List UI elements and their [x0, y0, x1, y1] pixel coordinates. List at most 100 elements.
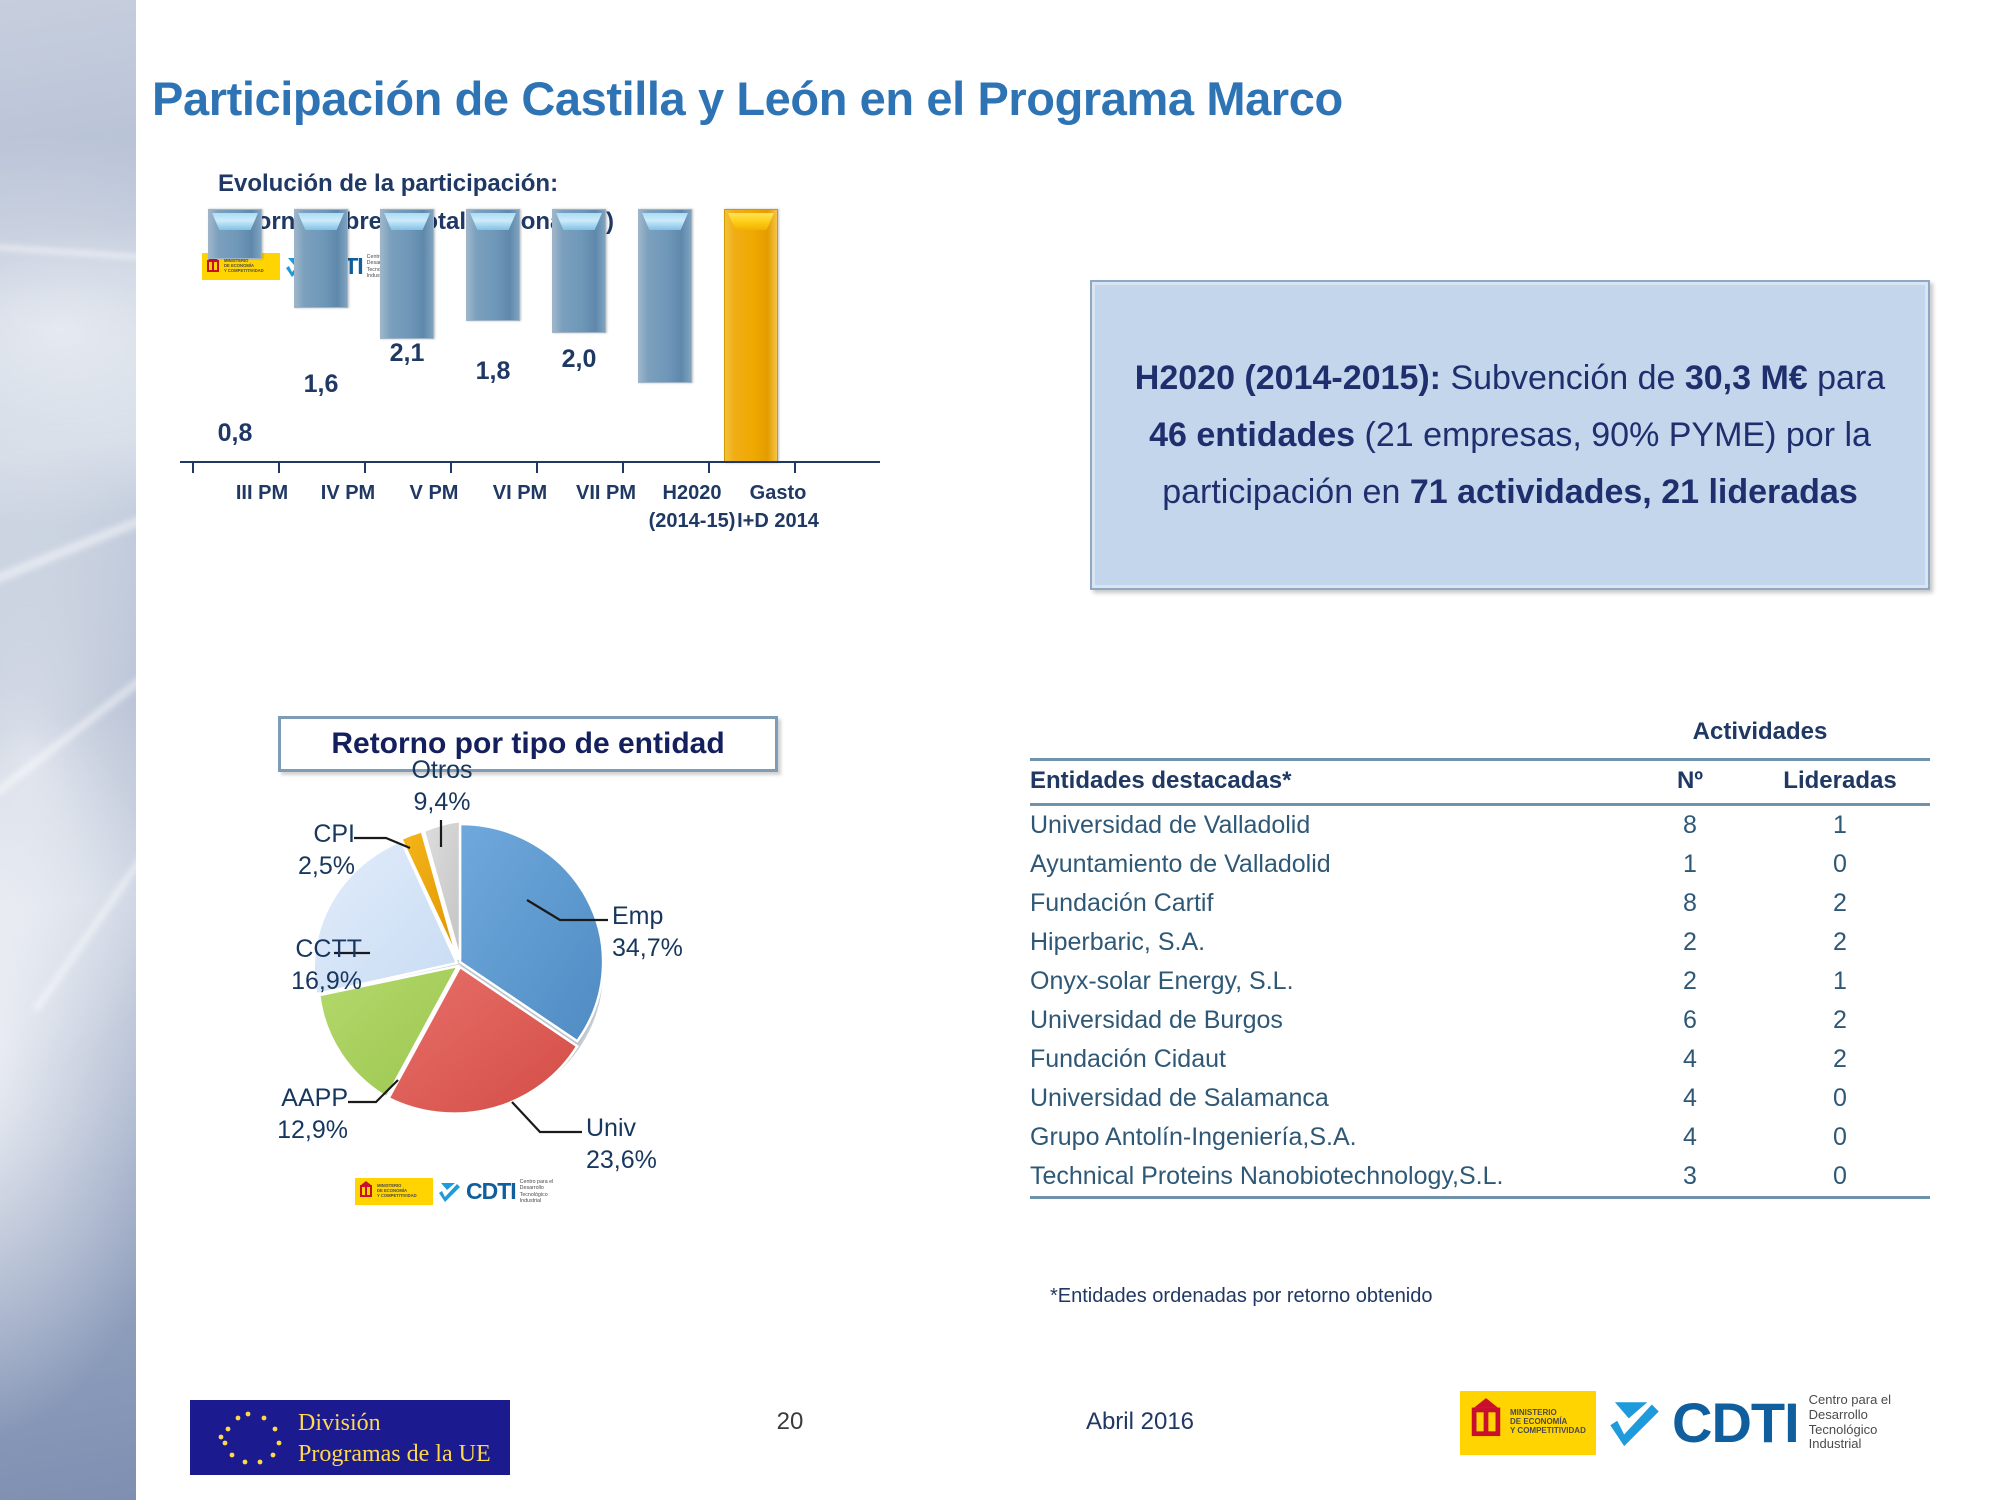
bar-xlabel-line1: V PM — [409, 482, 459, 504]
cell-entidad: Universidad de Salamanca — [1030, 1084, 1329, 1112]
table-header-lideradas: Lideradas — [1750, 758, 1930, 806]
bar-value-iv-pm: 1,6 — [303, 370, 339, 398]
pie-label-univ: Univ 23,6% — [586, 1112, 736, 1176]
cell-numero: 4 — [1683, 1123, 1697, 1151]
cell-numero: 2 — [1683, 928, 1697, 956]
bar-xlabel-vii-pm: VII PM — [546, 479, 666, 507]
cell-lideradas: 1 — [1833, 811, 1847, 839]
axis-tick — [622, 461, 624, 473]
table-row: Fundación Cartif 8 2 — [1030, 884, 1930, 923]
bar-column-vi-pm: 1,8 — [466, 209, 520, 505]
table-group-header-actividades: Actividades — [1692, 718, 1828, 745]
table-row: Grupo Antolín-Ingeniería,S.A. 4 0 — [1030, 1118, 1930, 1157]
axis-tick — [192, 461, 194, 473]
cell-numero: 6 — [1683, 1006, 1697, 1034]
table-row: Technical Proteins Nanobiotechnology,S.L… — [1030, 1157, 1930, 1199]
pie-title-box: Retorno por tipo de entidad — [278, 716, 778, 772]
cell-entidad: Grupo Antolín-Ingeniería,S.A. — [1030, 1123, 1357, 1151]
cell-numero: 2 — [1683, 967, 1697, 995]
cell-numero: 4 — [1683, 1084, 1697, 1112]
cdti-arrow-icon — [1610, 1401, 1659, 1446]
bar-body-vi-pm — [466, 209, 520, 321]
bar-body-vii-pm — [552, 209, 606, 333]
pie-chart-svg — [312, 819, 608, 1134]
page-number: 20 — [776, 1408, 804, 1435]
bar-xlabel-gasto: Gasto I+D 2014 — [718, 479, 838, 535]
bar-xlabel-line1: IV PM — [320, 482, 376, 504]
pie-label-cpi: CPI 2,5% — [230, 818, 355, 882]
bar-column-gasto-id-2014: 4,1 — [724, 209, 778, 505]
table-row: Ayuntamiento de Valladolid 1 0 — [1030, 845, 1930, 884]
bar-value-vii-pm: 2,0 — [561, 345, 597, 373]
cell-numero: 1 — [1683, 850, 1697, 878]
bar-column-v-pm: 2,1 — [380, 209, 434, 505]
pie-chart-title: Retorno por tipo de entidad — [331, 727, 725, 760]
h2020-highlight-text: H2020 (2014-2015): Subvención de 30,3 M€… — [1134, 358, 1886, 511]
spain-coat-of-arms-icon — [207, 256, 219, 272]
pie-label-otros: Otros 9,4% — [372, 754, 512, 818]
table-row: Universidad de Salamanca 4 0 — [1030, 1079, 1930, 1118]
bar-chart-title-line1: Evolución de la participación: — [218, 170, 559, 197]
pie-label-aapp-name: AAPP — [281, 1084, 348, 1112]
cdti-tagline: Centro para el Desarrollo Tecnológico Indus… — [1808, 1391, 1892, 1452]
cell-lideradas: 0 — [1833, 850, 1847, 878]
bar-value-vi-pm: 1,8 — [475, 357, 511, 385]
cdti-arrow-icon — [439, 1182, 460, 1202]
cell-numero: 4 — [1683, 1045, 1697, 1073]
bar-column-iv-pm: 1,6 — [294, 209, 348, 505]
cell-numero: 8 — [1683, 889, 1697, 917]
cell-lideradas: 2 — [1833, 1006, 1847, 1034]
cell-lideradas: 2 — [1833, 889, 1847, 917]
ue-logo-text: División Programas de la UE — [298, 1408, 491, 1470]
pie-label-otros-name: Otros — [411, 756, 473, 784]
bar-column-vii-pm: 2,0 — [552, 209, 606, 505]
table-row: Hiperbaric, S.A. 2 2 — [1030, 923, 1930, 962]
cell-entidad: Onyx-solar Energy, S.L. — [1030, 967, 1294, 995]
bar-xlabel-vi-pm: VI PM — [460, 479, 580, 507]
page-title: Participación de Castilla y León en el P… — [152, 72, 1343, 126]
cell-lideradas: 2 — [1833, 1045, 1847, 1073]
bar-xlabel-v-pm: V PM — [374, 479, 494, 507]
bar-xlabel-line1: III PM — [235, 482, 289, 504]
bar-xlabel-line1: Gasto — [749, 482, 807, 504]
cell-lideradas: 1 — [1833, 967, 1847, 995]
table-header-row: Entidades destacadas* Nº Lideradas — [1030, 758, 1930, 806]
h2020-highlight-box: H2020 (2014-2015): Subvención de 30,3 M€… — [1090, 280, 1930, 590]
pie-label-cpi-value: 2,5% — [298, 852, 355, 880]
pie-label-cctt: CCTT 16,9% — [212, 933, 362, 997]
pie-chart-retorno-por-tipo-entidad: Emp 34,7% Univ 23,6% AAPP 12,9% CCTT 16,… — [260, 756, 820, 1200]
bar-body-v-pm — [380, 209, 434, 339]
pie-slice-aapp — [317, 964, 461, 1099]
bar-xlabel-line1: VI PM — [492, 482, 548, 504]
table-row: Universidad de Valladolid 8 1 — [1030, 805, 1930, 846]
pie-label-univ-name: Univ — [586, 1114, 637, 1142]
cdti-logo-footer: MINISTERIO DE ECONOMÍA Y COMPETITIVIDAD CD… — [1460, 1390, 1891, 1455]
bar-body-iv-pm — [294, 209, 348, 308]
bar-column-h2020: 2,8 — [638, 209, 692, 505]
pie-slice-cctt — [312, 839, 459, 996]
bar-value-v-pm: 2,1 — [389, 339, 425, 367]
pie-label-cctt-value: 16,9% — [291, 967, 362, 995]
bar-xlabel-iii-pm: III PM — [202, 479, 322, 507]
eu-stars-icon — [218, 1411, 282, 1465]
cell-entidad: Universidad de Valladolid — [1030, 811, 1311, 839]
entidades-destacadas-table: Entidades destacadas* Nº Lideradas Unive… — [1030, 758, 1930, 1199]
decorative-left-image-strip — [0, 0, 231, 1500]
pie-label-emp: Emp 34,7% — [612, 900, 762, 964]
bar-column-iii-pm: 0,8 — [208, 209, 262, 505]
table-row: Onyx-solar Energy, S.L. 2 1 — [1030, 962, 1930, 1001]
ue-logo-line2: Programas de la UE — [298, 1441, 491, 1467]
cell-entidad: Fundación Cidaut — [1030, 1045, 1226, 1073]
cell-lideradas: 2 — [1833, 928, 1847, 956]
spain-coat-of-arms-icon — [1471, 1397, 1501, 1436]
division-programas-ue-logo: División Programas de la UE — [190, 1400, 510, 1475]
pie-slice-emp — [458, 822, 605, 1043]
table-footnote: *Entidades ordenadas por retorno obtenid… — [1050, 1285, 1433, 1307]
bar-xlabel-h2020: H2020 (2014-15) — [632, 479, 752, 535]
bar-body-h2020 — [638, 209, 692, 383]
pie-label-otros-value: 9,4% — [413, 788, 471, 816]
axis-tick — [794, 461, 796, 473]
cell-lideradas: 0 — [1833, 1123, 1847, 1151]
cell-lideradas: 0 — [1750, 1157, 1930, 1199]
cell-entidad: Technical Proteins Nanobiotechnology,S.L… — [1030, 1157, 1630, 1199]
